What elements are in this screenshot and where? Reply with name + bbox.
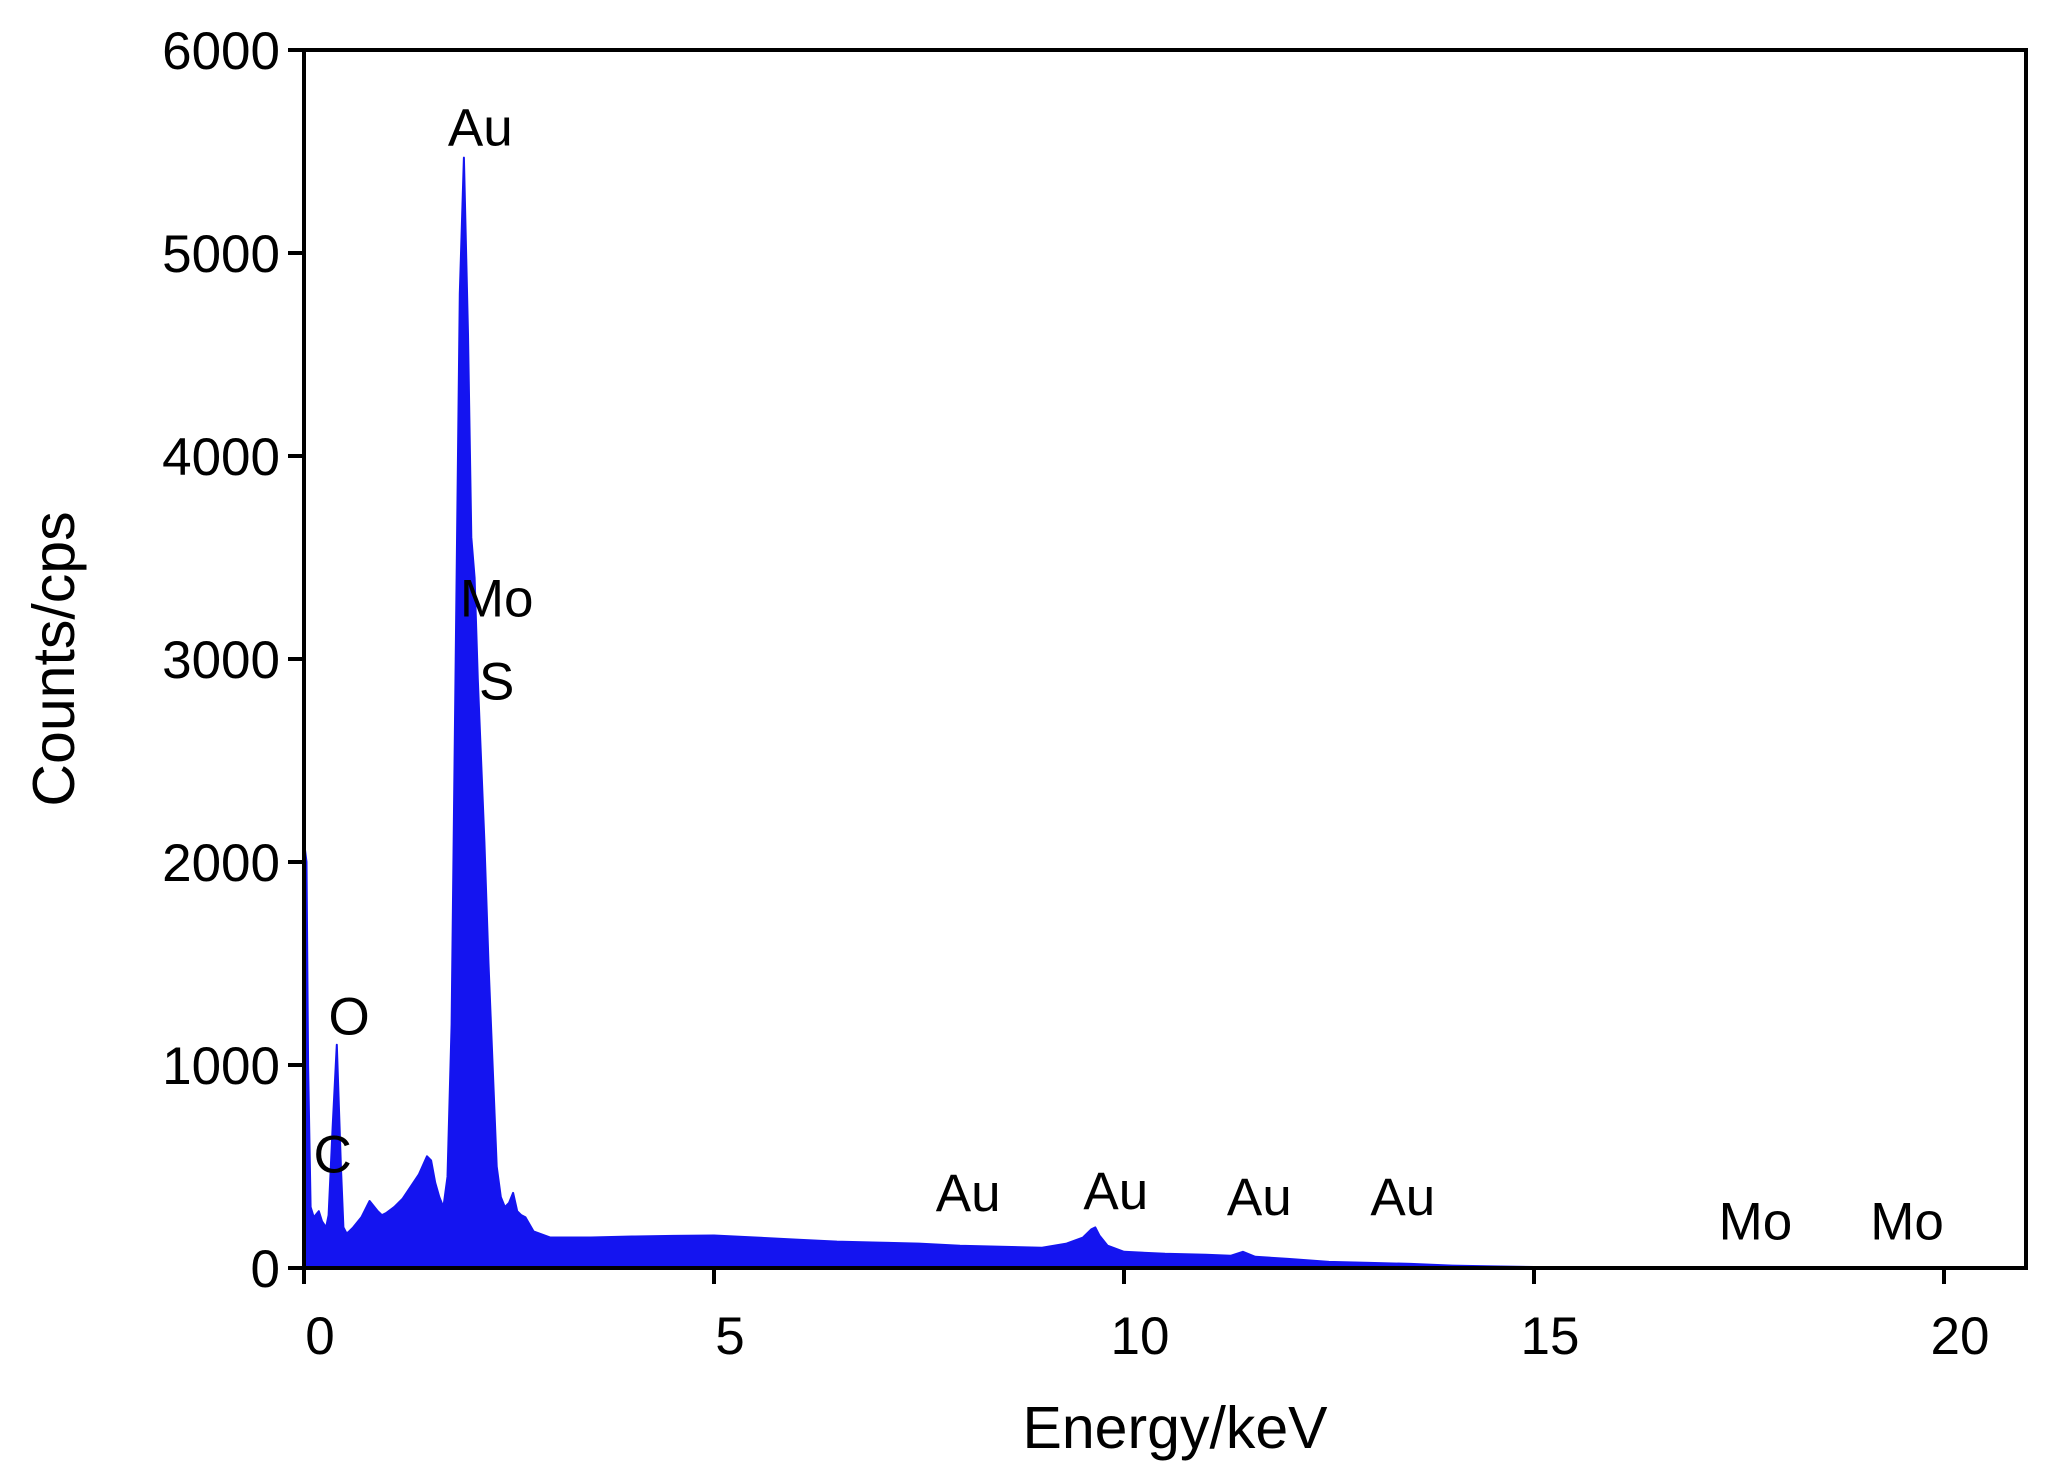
x-tick-label: 5	[715, 1307, 744, 1366]
peak-label: Mo	[1719, 1193, 1793, 1252]
x-axis-title: Energy/keV	[1023, 1395, 1329, 1461]
y-axis-title: Counts/cps	[21, 511, 87, 806]
plot-frame	[302, 48, 2028, 1270]
x-tick-label: 15	[1521, 1307, 1580, 1366]
peak-label: S	[479, 653, 514, 712]
series-layer	[303, 156, 1970, 1269]
x-tick-label: 10	[1111, 1307, 1170, 1366]
y-tick-label: 2000	[162, 834, 280, 893]
peak-label: O	[328, 988, 369, 1047]
y-tick-label: 3000	[162, 631, 280, 690]
peak-label: Au	[1370, 1168, 1435, 1227]
peak-label: Au	[936, 1164, 1001, 1223]
peak-label: Mo	[1870, 1193, 1944, 1252]
y-tick-label: 1000	[162, 1037, 280, 1096]
peak-label: Mo	[460, 569, 534, 628]
y-tick-label: 0	[251, 1240, 280, 1299]
y-tick-label: 5000	[162, 225, 280, 284]
x-tick-label: 0	[305, 1307, 334, 1366]
peak-label: C	[314, 1126, 352, 1185]
y-tick-label: 6000	[162, 22, 280, 81]
spectrum-area-0	[303, 156, 1970, 1269]
y-tick-label: 4000	[162, 428, 280, 487]
peak-label: Au	[448, 98, 513, 157]
peak-label: Au	[1083, 1162, 1148, 1221]
x-tick-label: 20	[1931, 1307, 1990, 1366]
ticks-layer: 0 5 10 15 20 0 1000 2000 3000 4000 5000 6000	[162, 22, 1989, 1366]
annotation-layer: Au Mo S O C Au Au Au Au Mo Mo	[314, 98, 1944, 1251]
peak-label: Au	[1227, 1168, 1292, 1227]
